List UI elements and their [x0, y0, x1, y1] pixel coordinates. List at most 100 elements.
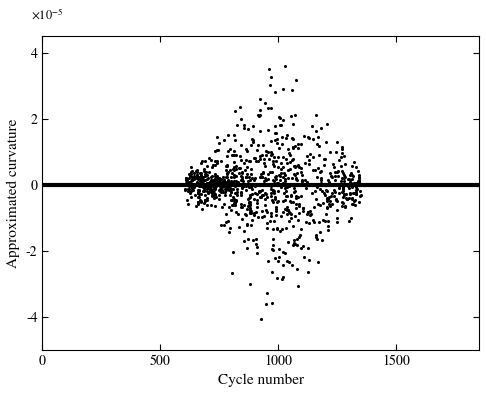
- Point: [202, 169, 209, 175]
- Point: [287, 166, 295, 172]
- Point: [204, 183, 211, 189]
- Point: [229, 202, 237, 208]
- Point: [340, 178, 347, 184]
- Point: [276, 173, 284, 179]
- Point: [278, 182, 286, 188]
- Point: [317, 125, 325, 131]
- Point: [199, 184, 207, 190]
- Point: [266, 82, 274, 88]
- Point: [284, 207, 292, 213]
- Point: [230, 152, 238, 158]
- Point: [295, 233, 303, 240]
- Point: [327, 193, 334, 199]
- Point: [246, 202, 254, 208]
- Point: [235, 170, 243, 176]
- Point: [338, 203, 346, 209]
- Point: [267, 152, 275, 158]
- Point: [306, 134, 313, 141]
- Point: [268, 151, 276, 157]
- Point: [355, 180, 363, 186]
- Point: [206, 179, 213, 186]
- Point: [205, 181, 212, 187]
- Point: [188, 177, 196, 184]
- Point: [267, 186, 275, 192]
- Point: [240, 125, 248, 131]
- Point: [351, 197, 359, 203]
- Point: [305, 220, 312, 227]
- Point: [196, 197, 204, 203]
- Point: [277, 184, 284, 191]
- Point: [326, 149, 333, 155]
- Point: [246, 281, 254, 288]
- Point: [211, 176, 219, 182]
- Point: [203, 163, 211, 169]
- Point: [198, 179, 206, 185]
- Point: [281, 197, 289, 203]
- Point: [267, 138, 275, 144]
- Point: [229, 194, 237, 200]
- Point: [347, 215, 355, 221]
- Point: [304, 245, 312, 251]
- Point: [244, 236, 252, 242]
- Point: [254, 142, 262, 148]
- Point: [195, 181, 203, 187]
- Point: [198, 182, 206, 188]
- Point: [355, 178, 363, 184]
- Point: [317, 175, 325, 182]
- Point: [211, 176, 219, 182]
- Point: [235, 224, 243, 230]
- Point: [303, 219, 311, 225]
- Point: [194, 201, 202, 207]
- Point: [271, 178, 278, 184]
- Point: [222, 185, 229, 191]
- Point: [283, 207, 291, 213]
- Point: [256, 152, 264, 159]
- Point: [348, 195, 356, 201]
- Point: [211, 184, 219, 191]
- Point: [335, 190, 343, 196]
- Point: [315, 219, 323, 225]
- Point: [193, 169, 201, 175]
- Point: [218, 179, 226, 185]
- Point: [338, 189, 346, 195]
- Point: [294, 145, 301, 151]
- Point: [231, 183, 239, 189]
- Point: [210, 186, 218, 193]
- Point: [214, 147, 222, 153]
- Point: [325, 201, 333, 207]
- Point: [290, 163, 298, 169]
- Point: [257, 156, 264, 163]
- Point: [241, 160, 248, 167]
- Point: [354, 180, 362, 186]
- Point: [234, 181, 242, 187]
- Point: [267, 193, 275, 199]
- Point: [310, 204, 318, 210]
- Point: [278, 86, 286, 92]
- Point: [278, 134, 286, 141]
- Point: [265, 156, 273, 163]
- Point: [223, 162, 230, 169]
- Point: [269, 247, 277, 253]
- Point: [352, 184, 360, 190]
- Point: [211, 193, 219, 199]
- Point: [287, 211, 295, 217]
- Point: [315, 143, 323, 149]
- Point: [201, 196, 208, 203]
- Point: [242, 212, 250, 218]
- Point: [281, 184, 289, 191]
- Point: [217, 188, 225, 194]
- Point: [181, 182, 189, 188]
- Point: [273, 180, 280, 186]
- Point: [299, 208, 307, 214]
- Point: [279, 164, 287, 170]
- Point: [226, 192, 234, 199]
- Point: [329, 174, 336, 180]
- Point: [206, 183, 213, 190]
- Point: [225, 204, 232, 210]
- Point: [309, 190, 316, 197]
- Point: [339, 194, 347, 200]
- Point: [193, 172, 201, 178]
- Point: [310, 219, 317, 225]
- Point: [193, 167, 201, 173]
- Point: [285, 175, 293, 181]
